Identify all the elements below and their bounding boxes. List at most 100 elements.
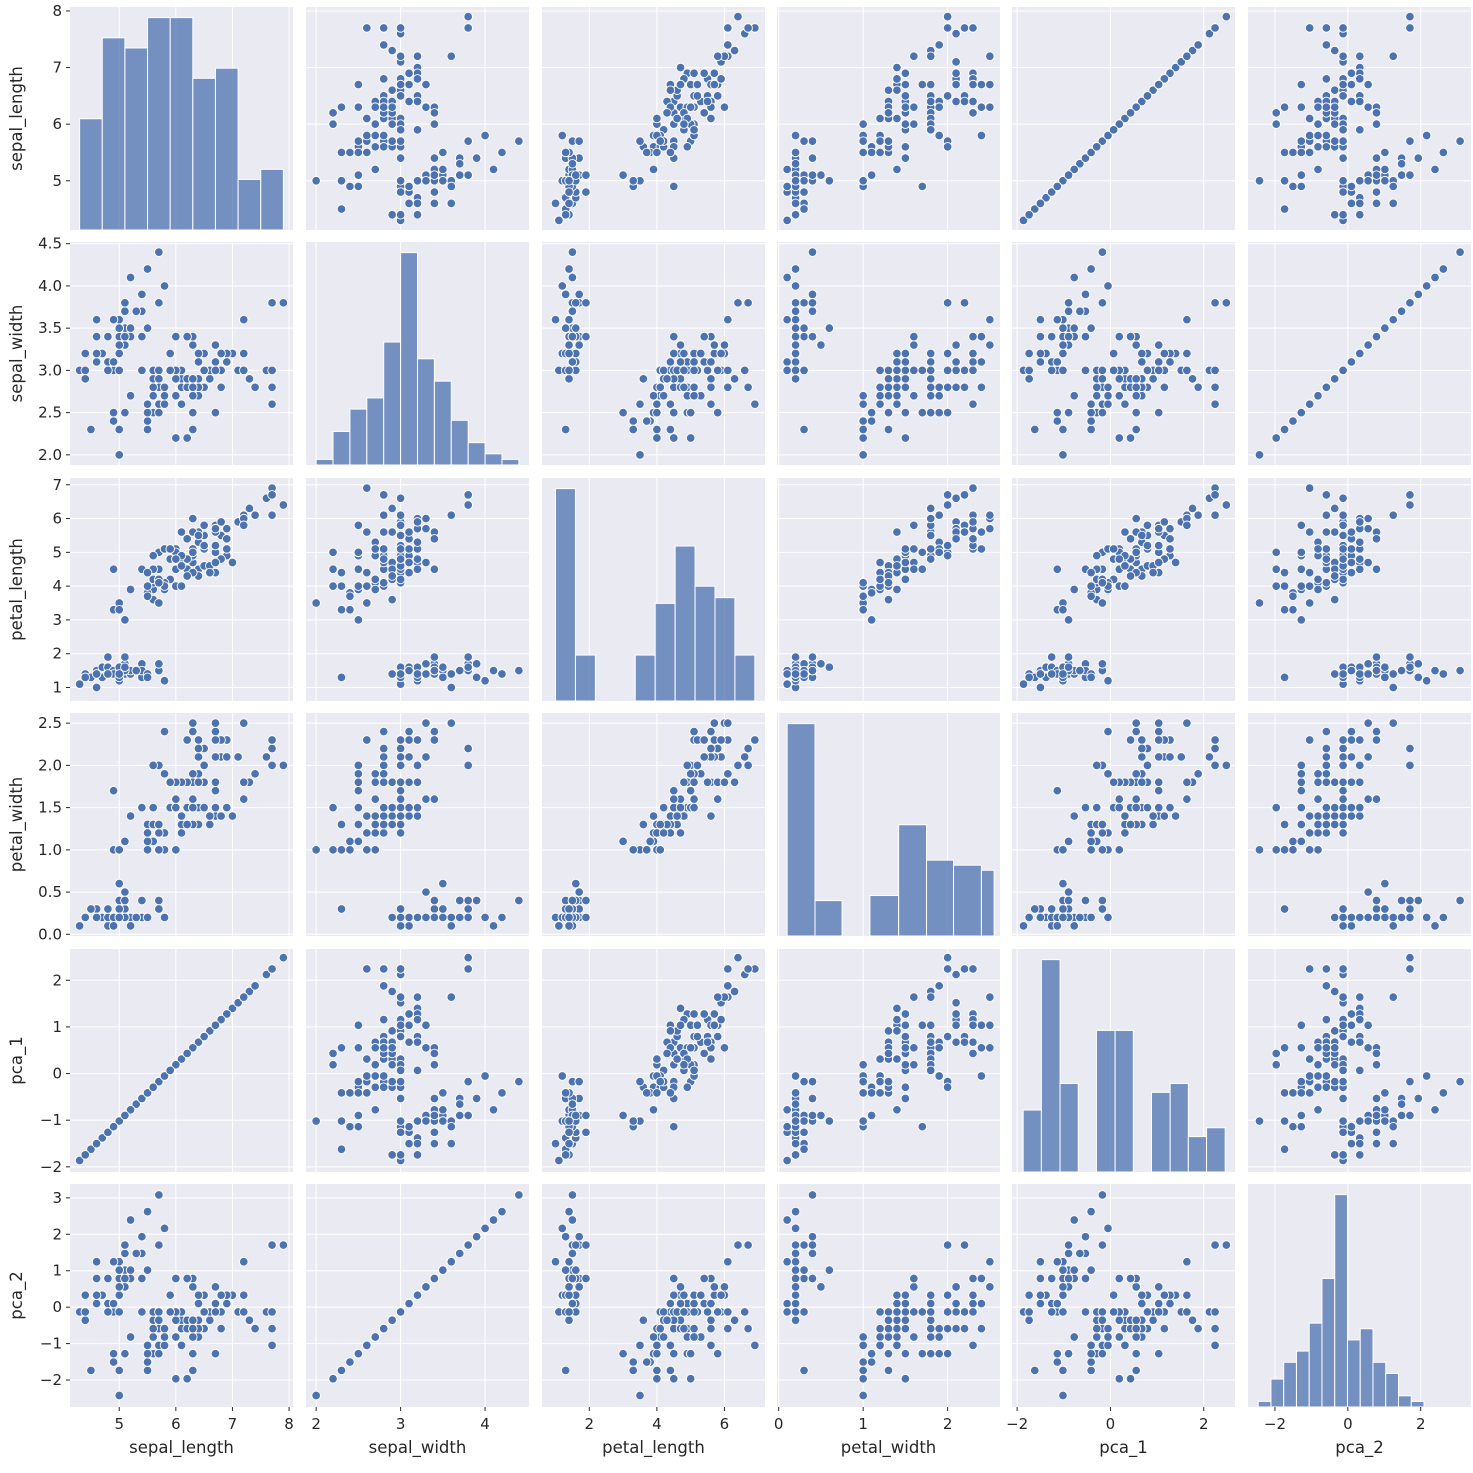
scatter-point	[1097, 136, 1108, 146]
scatter-point	[883, 1332, 894, 1342]
scatter-point	[471, 1231, 482, 1242]
y-axis-label: pca_1	[7, 1036, 27, 1084]
scatter-point	[942, 1290, 953, 1300]
scatter-point	[1131, 102, 1141, 112]
scatter-point	[412, 1150, 423, 1160]
scatter-point	[429, 652, 440, 662]
scatter-point	[652, 407, 662, 418]
scatter-point	[74, 921, 85, 931]
scatter-point	[866, 615, 877, 625]
scatter-point	[1338, 544, 1348, 554]
scatter-point	[199, 540, 209, 551]
scatter-point	[1321, 1071, 1332, 1081]
scatter-point	[581, 1240, 591, 1250]
scatter-point	[1254, 1116, 1265, 1126]
scatter-point	[648, 811, 659, 821]
scatter-point	[1346, 527, 1357, 537]
scatter-point	[1438, 669, 1449, 679]
scatter-point	[1296, 760, 1307, 771]
scatter-point	[652, 1340, 662, 1351]
scatter-point	[959, 964, 970, 974]
scatter-point	[866, 1348, 877, 1359]
scatter-point	[858, 591, 868, 602]
scatter-point	[1063, 170, 1074, 180]
scatter-point	[362, 483, 372, 493]
scatter-point	[564, 198, 574, 209]
scatter-point	[80, 1315, 91, 1326]
scatter-point	[1097, 247, 1108, 257]
scatter-point	[193, 743, 204, 754]
scatter-point	[1069, 1215, 1079, 1225]
scatter-point	[1388, 1138, 1398, 1149]
histogram-bar	[433, 380, 452, 466]
scatter-point	[1091, 760, 1102, 771]
scatter-point	[968, 1273, 978, 1284]
scatter-point	[463, 1076, 473, 1087]
scatter-point	[210, 802, 221, 813]
scatter-point	[925, 503, 936, 514]
scatter-point	[1279, 1043, 1290, 1053]
scatter-point	[917, 1020, 928, 1031]
scatter-point	[1329, 811, 1340, 821]
scatter-point	[378, 130, 389, 141]
scatter-point	[985, 102, 995, 112]
scatter-point	[1165, 357, 1175, 367]
scatter-point	[866, 416, 877, 426]
scatter-point	[564, 921, 574, 931]
scatter-point	[1024, 348, 1034, 359]
scatter-point	[706, 726, 716, 737]
scatter-point	[1035, 348, 1046, 359]
scatter-point	[858, 147, 868, 158]
scatter-point	[454, 895, 465, 906]
scatter-point	[463, 760, 473, 771]
scatter-point	[267, 760, 277, 771]
scatter-point	[210, 1348, 221, 1359]
scatter-point	[883, 390, 894, 401]
scatter-point	[560, 1150, 571, 1160]
scatter-point	[171, 802, 181, 813]
scatter-point	[909, 51, 919, 61]
scatter-point	[222, 544, 232, 554]
scatter-point	[641, 416, 652, 426]
histogram-bar	[1169, 1083, 1189, 1173]
scatter-point	[1187, 45, 1198, 56]
scatter-point	[205, 811, 215, 821]
scatter-point	[1279, 567, 1290, 578]
scatter-point	[628, 1357, 638, 1367]
scatter-point	[336, 1088, 347, 1098]
scatter-point	[1114, 119, 1125, 129]
scatter-point	[1193, 769, 1203, 779]
scatter-point	[883, 424, 894, 435]
scatter-point	[942, 1031, 953, 1042]
scatter-point	[412, 760, 423, 771]
scatter-point	[387, 136, 397, 146]
scatter-point	[1405, 136, 1415, 146]
scatter-point	[108, 357, 119, 367]
scatter-point	[1103, 675, 1113, 686]
scatter-point	[1035, 357, 1046, 367]
scatter-point	[968, 1307, 978, 1317]
scatter-point	[404, 1298, 414, 1309]
scatter-point	[370, 142, 381, 152]
scatter-point	[900, 1082, 911, 1092]
scatter-point	[892, 1003, 902, 1014]
scatter-point	[480, 912, 490, 923]
scatter-point	[311, 1116, 321, 1126]
scatter-point	[618, 170, 628, 180]
scatter-point	[210, 1298, 221, 1309]
scatter-point	[925, 1332, 936, 1342]
scatter-point	[1182, 794, 1192, 804]
scatter-point	[1035, 682, 1046, 693]
scatter-point	[154, 1190, 164, 1200]
scatter-point	[412, 811, 423, 821]
scatter-point	[1024, 374, 1034, 384]
scatter-point	[782, 314, 792, 325]
scatter-point	[658, 1332, 669, 1342]
scatter-point	[362, 147, 372, 158]
scatter-point	[154, 1315, 164, 1326]
panel-pca_2-vs-pca_2	[1248, 1184, 1471, 1408]
scatter-point	[925, 51, 936, 61]
scatter-point	[934, 547, 944, 558]
scatter-point	[1271, 108, 1281, 118]
scatter-point	[567, 306, 578, 317]
